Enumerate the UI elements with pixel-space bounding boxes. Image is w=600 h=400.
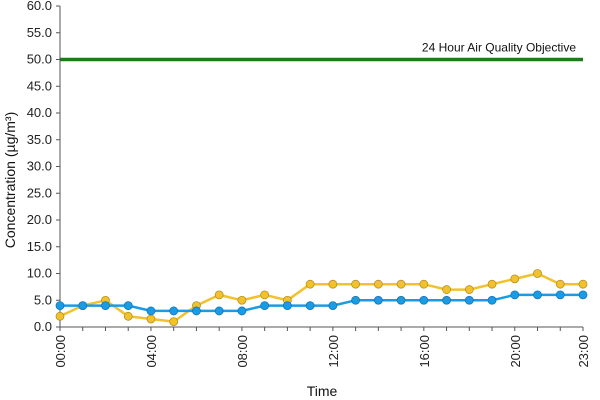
series-2-point xyxy=(351,295,361,305)
series-2-line xyxy=(60,293,583,313)
series-1-point xyxy=(555,279,565,289)
series-1-point xyxy=(510,274,520,284)
y-tick-label: 50.0 xyxy=(27,52,52,67)
series-1-point xyxy=(351,279,361,289)
y-tick-label: 55.0 xyxy=(27,25,52,40)
series-1-point xyxy=(464,285,474,294)
series-1-point xyxy=(442,285,451,294)
y-tick-label: 45.0 xyxy=(27,78,52,93)
series-2-point xyxy=(146,306,156,316)
x-axis-title: Time xyxy=(307,383,338,399)
series-2-point xyxy=(305,301,315,311)
reference-line-label: 24 Hour Air Quality Objective xyxy=(422,41,576,55)
series-2-point xyxy=(78,301,88,311)
series-1-point xyxy=(169,317,179,327)
series-2-point xyxy=(533,290,542,300)
series-2-point xyxy=(555,290,565,300)
y-tick-label: 0.0 xyxy=(34,319,52,334)
series-2-point xyxy=(55,301,65,311)
series-2-point xyxy=(169,306,179,316)
series-2-point xyxy=(510,290,520,300)
series-2-point xyxy=(123,301,133,311)
series-1-point xyxy=(237,295,247,305)
y-axis-title: Concentration (µg/m³) xyxy=(2,112,18,248)
y-tick-label: 5.0 xyxy=(34,292,52,307)
series-2-point xyxy=(237,306,247,316)
y-tick-label: 20.0 xyxy=(27,212,52,227)
y-tick-label: 30.0 xyxy=(27,159,52,174)
series-2-point xyxy=(396,295,406,305)
series-2-point xyxy=(328,301,338,311)
series-1-point xyxy=(487,279,497,289)
series-1-point xyxy=(305,279,315,289)
x-tick-label: 00:00 xyxy=(53,335,68,368)
series-2-point xyxy=(101,301,110,311)
series-1-point xyxy=(55,311,65,321)
series-1-point xyxy=(396,279,406,289)
x-tick-label: 04:00 xyxy=(144,335,159,368)
series-1-point xyxy=(419,279,429,289)
series-2-point xyxy=(373,295,383,305)
series-2-point xyxy=(214,306,224,316)
series-1-point xyxy=(260,290,270,300)
plot-area: 0.0 5.0 10.0 15.0 20.0 25.0 30.0 35.0 40.0 45.0 50… xyxy=(27,0,591,368)
series-2-point xyxy=(464,295,474,305)
series-1-point xyxy=(328,279,338,289)
series-1-point xyxy=(214,290,224,300)
x-tick-label: 08:00 xyxy=(235,335,250,368)
y-tick-label: 25.0 xyxy=(27,185,52,200)
series-2-point xyxy=(578,290,588,300)
x-tick-label: 23:00 xyxy=(576,335,591,368)
series-1-point xyxy=(373,279,383,289)
series-2-point xyxy=(260,301,270,311)
series-2-point xyxy=(442,295,451,305)
series-2-point xyxy=(419,295,429,305)
y-tick-label: 15.0 xyxy=(27,239,52,254)
series-1-point xyxy=(533,269,542,278)
series-2-point xyxy=(192,306,201,316)
series-2-point xyxy=(487,295,497,305)
series-1-point xyxy=(146,314,156,324)
x-tick-label: 12:00 xyxy=(326,335,341,368)
y-tick-label: 40.0 xyxy=(27,105,52,120)
y-tick-label: 35.0 xyxy=(27,132,52,147)
y-tick-label: 10.0 xyxy=(27,266,52,281)
series-1-point xyxy=(123,311,133,321)
series-1-point xyxy=(578,279,588,289)
y-tick-label: 60.0 xyxy=(27,0,52,13)
x-tick-label: 16:00 xyxy=(417,335,432,368)
series-2-point xyxy=(282,301,292,311)
x-tick-label: 20:00 xyxy=(508,335,523,368)
